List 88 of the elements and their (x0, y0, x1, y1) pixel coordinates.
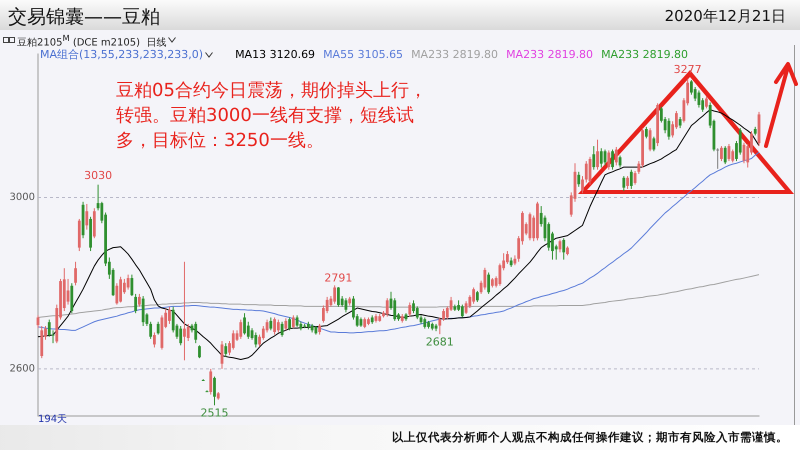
annotation: MA组合(13,55,233,233,233,0) (40, 47, 204, 62)
candlestick (705, 96, 708, 109)
candlestick (626, 176, 629, 190)
candlestick (288, 316, 291, 331)
annotation: 2681 (426, 336, 454, 349)
candlestick (276, 319, 280, 333)
candlestick (483, 267, 486, 290)
y-tick-label: 2600 (10, 363, 35, 374)
candlestick (596, 139, 599, 170)
candlestick (254, 332, 258, 348)
candlestick (292, 314, 295, 329)
candlestick (592, 146, 596, 170)
candlestick (490, 278, 494, 288)
text: 豆粕2105$^{M}$ (DCE m2105) 日线 (17, 33, 166, 49)
candlestick (472, 286, 476, 304)
candlestick (716, 148, 720, 170)
candlestick (66, 278, 70, 306)
candlestick (423, 316, 426, 330)
annotation: 豆粕05合约今日震荡，期价掉头上行，转强。豆粕3000一线有支撑，短线试多，目标位：3250一线。 (116, 79, 428, 153)
candlestick (262, 326, 265, 340)
candlestick (363, 316, 366, 329)
y-tick-label: 3000 (10, 192, 35, 204)
candlestick (337, 286, 340, 308)
annotation: 3277 (674, 63, 702, 76)
candlestick (634, 170, 636, 186)
annotation: 2515 (200, 406, 228, 420)
candlestick (476, 290, 479, 303)
candlestick (584, 160, 588, 184)
candlestick (142, 296, 145, 327)
candlestick (168, 306, 171, 324)
candlestick (581, 176, 584, 194)
candlestick (648, 128, 652, 152)
candlestick (611, 149, 614, 170)
candlestick (280, 321, 284, 338)
candlestick (720, 146, 723, 162)
candlestick (416, 306, 419, 320)
candlestick (198, 344, 201, 359)
candlestick (273, 316, 276, 336)
candlestick (588, 156, 592, 186)
candlestick (457, 300, 460, 312)
candlestick (344, 298, 348, 313)
candlestick (487, 272, 490, 294)
annotation: MA233 2819.80 (601, 48, 688, 61)
candlestick (652, 136, 656, 152)
annotation: 3030 (84, 169, 112, 182)
candlestick (728, 143, 730, 162)
candlestick (85, 203, 88, 230)
candlestick (296, 314, 299, 328)
candlestick (742, 142, 746, 164)
candlestick (138, 293, 141, 308)
candlestick (408, 302, 412, 318)
candlestick (74, 261, 77, 286)
candlestick (156, 321, 160, 336)
candlestick (678, 116, 682, 129)
candlestick (220, 340, 224, 370)
candlestick (48, 319, 51, 338)
candlestick (360, 316, 362, 328)
candlestick (604, 149, 606, 166)
candlestick (213, 376, 216, 406)
annotation: 194天 (38, 413, 68, 426)
candlestick (153, 332, 156, 348)
candlestick (318, 323, 322, 336)
annotation: 2791 (324, 271, 352, 284)
text: MA233 2819.80 (411, 48, 498, 61)
candlestick (119, 276, 122, 303)
text: MA55 3105.65 (323, 48, 404, 61)
candlestick (614, 146, 618, 166)
candlestick (562, 238, 566, 260)
candlestick (667, 118, 670, 140)
candlestick (731, 149, 734, 163)
candlestick (506, 250, 509, 264)
text: 2020年12月21日 (664, 7, 786, 26)
text: 以上仅代表分析师个人观点不构成任何操作建议；期市有风险入市需谨慎。 (392, 430, 788, 445)
candlestick (698, 90, 700, 108)
candlestick (183, 261, 186, 361)
candlestick (36, 314, 40, 329)
chart-title: 交易锦囊——豆粕 (8, 5, 160, 30)
candlestick (600, 148, 603, 168)
candlestick (224, 342, 228, 358)
candlestick (126, 274, 130, 290)
text: MA13 3120.69 (235, 48, 316, 61)
candlestick (243, 312, 246, 336)
candlestick (464, 300, 468, 315)
annotation: MA233 2819.80 (506, 48, 594, 61)
candlestick (528, 212, 532, 241)
candlestick (558, 239, 562, 253)
candlestick (618, 155, 622, 168)
candlestick (412, 300, 415, 314)
